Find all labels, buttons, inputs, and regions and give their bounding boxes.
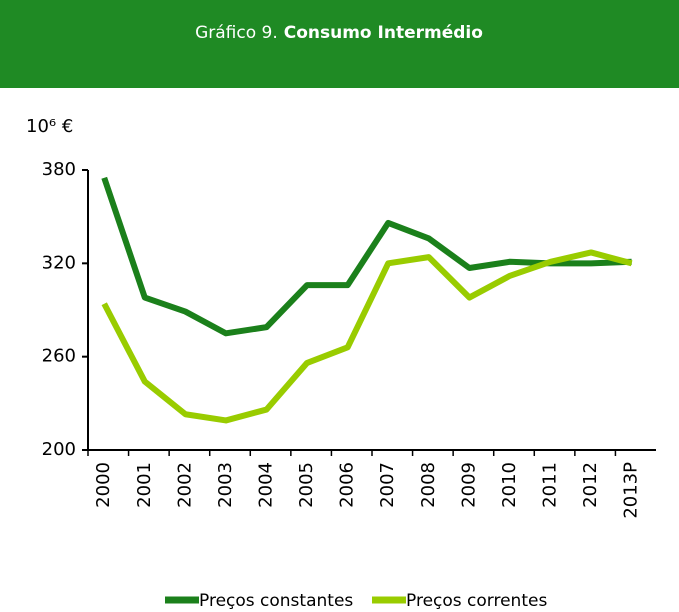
y-axis-label: 10⁶ € — [26, 116, 73, 137]
title-main: Consumo Intermédio — [284, 23, 483, 43]
x-tick-label: 2013P — [621, 462, 642, 519]
legend-label: Preços correntes — [406, 591, 547, 611]
x-tick-label: 2003 — [215, 462, 236, 508]
x-tick-label: 2008 — [418, 462, 439, 508]
x-tick-label: 2012 — [580, 462, 601, 508]
y-tick-label: 380 — [42, 159, 76, 180]
chart-title: Gráfico 9. Consumo Intermédio — [195, 23, 483, 43]
y-tick-label: 320 — [42, 252, 76, 273]
x-tick-label: 2010 — [499, 462, 520, 508]
header-band — [0, 0, 679, 88]
x-tick-label: 2005 — [296, 462, 317, 508]
x-tick-label: 2011 — [540, 462, 561, 508]
series-line — [101, 249, 633, 424]
title-prefix: Gráfico 9. — [195, 23, 278, 43]
x-tick-label: 2000 — [93, 462, 114, 508]
x-tick-label: 2004 — [256, 462, 277, 508]
x-tick-label: 2009 — [458, 462, 479, 508]
x-tick-label: 2007 — [377, 462, 398, 508]
y-tick-label: 260 — [42, 346, 76, 367]
x-tick-label: 2001 — [134, 462, 155, 508]
x-tick-label: 2002 — [174, 462, 195, 508]
y-tick-label: 200 — [42, 439, 76, 460]
x-tick-label: 2006 — [337, 462, 358, 508]
legend-label: Preços constantes — [199, 591, 353, 611]
